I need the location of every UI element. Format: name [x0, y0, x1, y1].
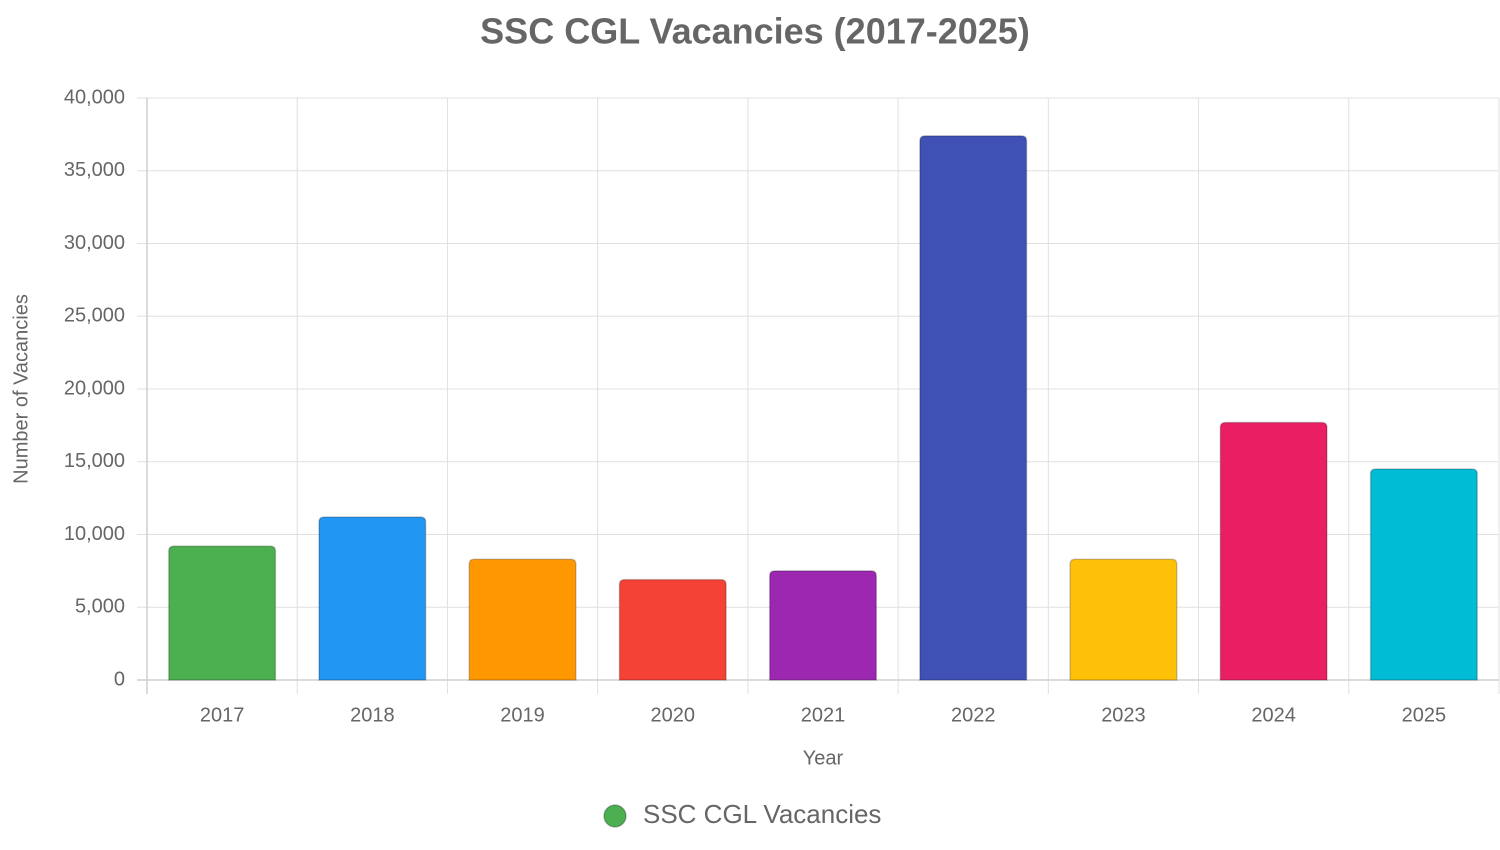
x-tick-label: 2024: [1251, 704, 1296, 726]
x-tick-label: 2025: [1402, 704, 1447, 726]
y-tick-label: 20,000: [64, 377, 125, 399]
x-tick-label: 2023: [1101, 704, 1146, 726]
y-tick-label: 25,000: [64, 305, 125, 327]
y-tick-label: 10,000: [64, 523, 125, 545]
bar: [919, 135, 1028, 681]
y-tick-label: 5,000: [75, 596, 125, 618]
x-tick-label: 2019: [500, 704, 545, 726]
bar: [468, 558, 577, 681]
bar: [168, 545, 277, 681]
x-tick-label: 2018: [350, 704, 395, 726]
legend-label: SSC CGL Vacancies: [643, 799, 881, 829]
legend-marker: [603, 804, 627, 828]
x-tick-label: 2022: [951, 704, 996, 726]
bar: [618, 578, 727, 681]
y-axis-label: Number of Vacancies: [10, 294, 32, 484]
bar: [1219, 421, 1328, 681]
bar: [1369, 468, 1478, 681]
y-tick-label: 0: [114, 668, 125, 690]
bar: [318, 516, 427, 681]
chart-title: SSC CGL Vacancies (2017-2025): [480, 11, 1030, 52]
x-tick-label: 2021: [801, 704, 846, 726]
y-tick-label: 30,000: [64, 232, 125, 254]
y-tick-label: 35,000: [64, 159, 125, 181]
x-tick-label: 2017: [200, 704, 245, 726]
bar: [768, 570, 878, 681]
bar: [1069, 558, 1178, 681]
x-tick-label: 2020: [651, 704, 696, 726]
y-tick-label: 15,000: [64, 450, 125, 472]
y-tick-label: 40,000: [64, 86, 125, 108]
x-axis-label: Year: [803, 747, 844, 769]
